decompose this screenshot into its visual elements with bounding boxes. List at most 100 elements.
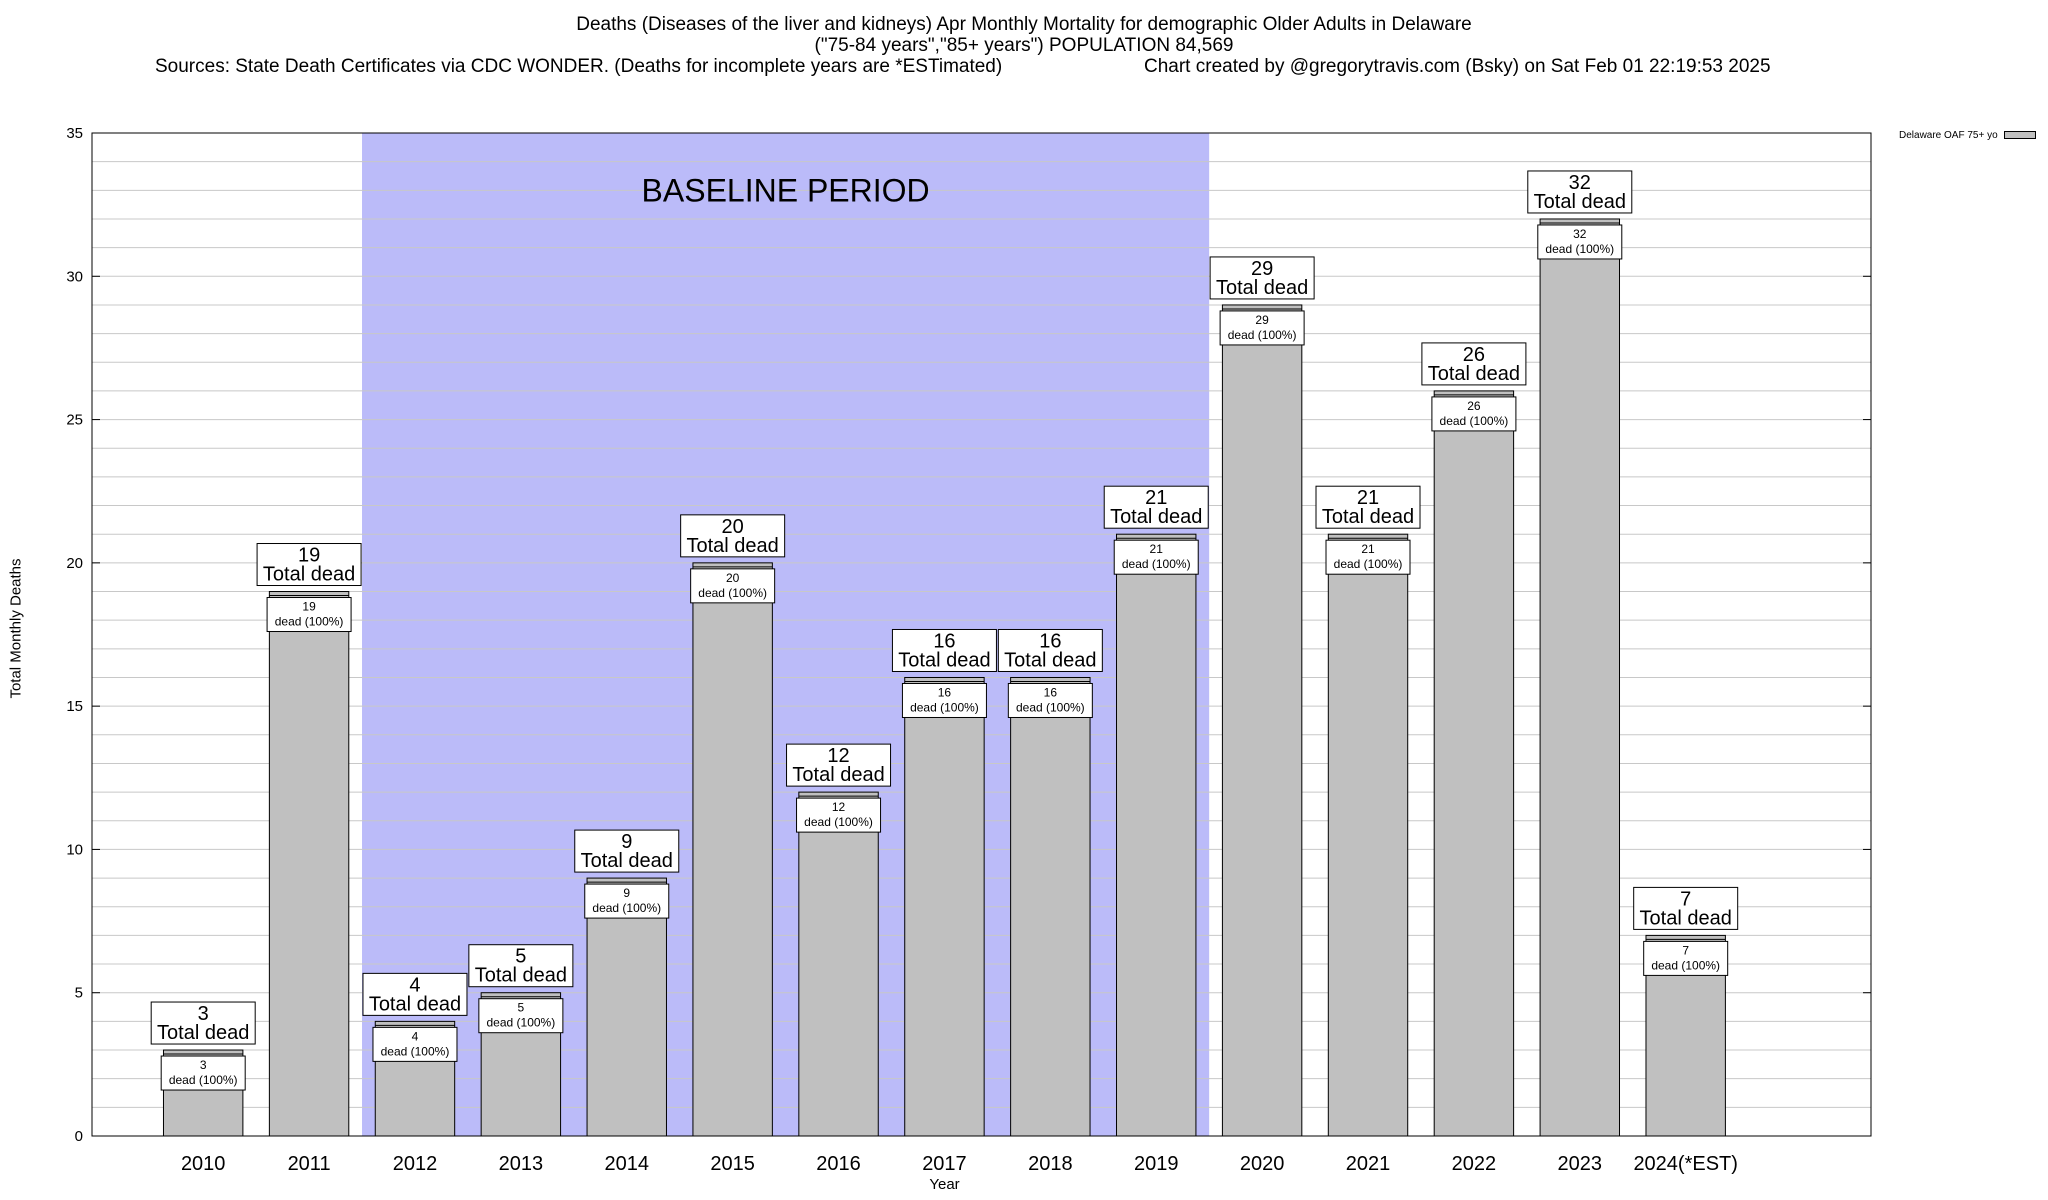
bar (1221, 304, 1303, 1137)
total-label-value: 16 (933, 630, 955, 652)
inner-label-value: 21 (1150, 542, 1164, 556)
total-label-text: Total dead (1004, 649, 1096, 671)
total-label-text: Total dead (1640, 907, 1732, 929)
total-label-value: 3 (198, 1003, 209, 1025)
inner-label-box (1643, 940, 1729, 976)
inner-label-box (584, 883, 670, 919)
inner-label-text: dead (100%) (1016, 700, 1085, 714)
bar (798, 791, 879, 1137)
inner-label-value: 20 (726, 571, 740, 585)
x-tick-label: 2019 (1134, 1153, 1179, 1175)
x-tick-label: 2023 (1558, 1153, 1603, 1175)
y-tick-label: 25 (66, 412, 83, 429)
legend: Delaware OAF 75+ yo (1899, 130, 2036, 141)
total-label-box (256, 543, 362, 587)
baseline-period-label: BASELINE PERIOD (642, 172, 930, 208)
chart-credit: Chart created by @gregorytravis.com (Bsk… (1144, 56, 1771, 77)
total-label-box (1633, 886, 1739, 930)
chart-title: Deaths (Diseases of the liver and kidney… (576, 14, 1472, 35)
legend-label: Delaware OAF 75+ yo (1899, 130, 1998, 141)
bar (904, 676, 985, 1137)
inner-label-box (1431, 396, 1517, 432)
inner-label-value: 21 (1361, 542, 1375, 556)
total-label-box (1315, 485, 1421, 529)
bar (1327, 533, 1409, 1137)
inner-label-text: dead (100%) (592, 901, 661, 915)
total-label-value: 20 (722, 516, 744, 538)
inner-label-text: dead (100%) (169, 1073, 238, 1087)
inner-label-text: dead (100%) (1545, 242, 1614, 256)
inner-label-value: 29 (1255, 313, 1269, 327)
total-label-box (1527, 170, 1633, 214)
inner-label-box (160, 1055, 246, 1091)
x-tick-label: 2010 (181, 1153, 226, 1175)
total-label-value: 7 (1680, 888, 1691, 910)
total-label-box (468, 944, 574, 988)
total-label-value: 21 (1357, 487, 1379, 509)
inner-label-box (901, 682, 987, 718)
x-tick-label: 2017 (922, 1153, 967, 1175)
inner-label-text: dead (100%) (1122, 557, 1191, 571)
total-label-text: Total dead (792, 764, 884, 786)
inner-label-box (1325, 539, 1411, 575)
x-tick-label: 2011 (288, 1153, 331, 1175)
y-tick-label: 10 (66, 841, 83, 858)
sources-row: Sources: State Death Certificates via CD… (0, 56, 2048, 78)
inner-label-value: 4 (412, 1029, 419, 1043)
inner-label-value: 9 (623, 886, 630, 900)
total-label-text: Total dead (475, 965, 567, 987)
inner-label-value: 19 (302, 600, 316, 614)
inner-label-box (796, 797, 882, 833)
total-label-value: 4 (409, 974, 420, 996)
sources-note: Sources: State Death Certificates via CD… (155, 56, 1003, 77)
total-label-box (1103, 485, 1209, 529)
total-label-value: 5 (515, 946, 526, 968)
inner-label-text: dead (100%) (487, 1016, 556, 1030)
total-label-text: Total dead (157, 1022, 249, 1044)
inner-label-value: 16 (938, 685, 952, 699)
inner-label-text: dead (100%) (1334, 557, 1403, 571)
inner-label-text: dead (100%) (1440, 414, 1509, 428)
x-tick-label: 2015 (710, 1153, 755, 1175)
total-label-value: 9 (621, 831, 632, 853)
total-label-box (1209, 256, 1315, 300)
total-label-value: 19 (298, 545, 320, 567)
total-label-value: 21 (1145, 487, 1167, 509)
y-tick-label: 15 (66, 698, 83, 715)
chart-subtitle: ("75-84 years","85+ years") POPULATION 8… (814, 35, 1234, 56)
total-label-text: Total dead (1534, 191, 1626, 213)
bar (1116, 533, 1197, 1137)
total-label-text: Total dead (581, 850, 673, 872)
x-tick-label: 2020 (1240, 1153, 1285, 1175)
x-tick-label: 2012 (393, 1153, 438, 1175)
bar (1010, 676, 1091, 1137)
legend-swatch (2003, 131, 2036, 140)
chart-header: Deaths (Diseases of the liver and kidney… (0, 14, 2048, 78)
x-tick-label: 2022 (1452, 1153, 1497, 1175)
x-axis-label: Year (929, 1176, 959, 1193)
inner-label-value: 7 (1682, 943, 1689, 957)
inner-label-value: 26 (1467, 399, 1481, 413)
x-tick-label: 2016 (816, 1153, 861, 1175)
total-label-value: 12 (827, 745, 849, 767)
y-tick-label: 20 (66, 555, 83, 572)
y-tick-label: 5 (75, 985, 83, 1002)
total-label-text: Total dead (1322, 506, 1414, 528)
inner-label-box (478, 998, 564, 1034)
inner-label-value: 32 (1573, 227, 1587, 241)
bar (692, 562, 773, 1137)
inner-label-box (1113, 539, 1199, 575)
total-label-text: Total dead (1110, 506, 1202, 528)
inner-label-box (1219, 310, 1305, 346)
total-label-box (891, 628, 997, 672)
bar (586, 877, 667, 1137)
inner-label-box (1537, 224, 1623, 260)
total-label-box (786, 743, 892, 787)
inner-label-value: 16 (1044, 685, 1058, 699)
total-label-box (680, 514, 786, 558)
inner-label-text: dead (100%) (1651, 958, 1720, 972)
inner-label-value: 3 (200, 1058, 207, 1072)
inner-label-text: dead (100%) (381, 1044, 450, 1058)
total-label-text: Total dead (687, 535, 779, 557)
total-label-box (362, 972, 468, 1016)
